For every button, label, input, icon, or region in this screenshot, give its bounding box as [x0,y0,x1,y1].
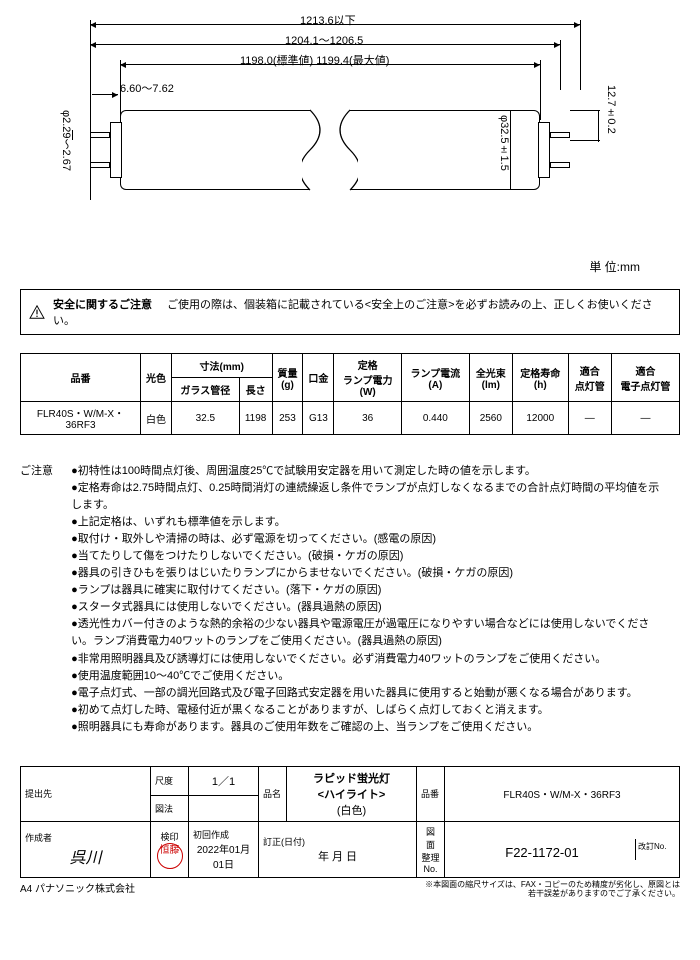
footer-left: A4 パナソニック株式会社 [20,880,135,899]
h-life: 定格寿命(h) [512,354,568,402]
h-model: 品番 [21,354,141,402]
note-item: 器具の引きひもを張りはじいたりランプにからませないでください。(破損・ケガの原因… [71,565,661,582]
dim-4: 6.60～7.62 [120,80,174,96]
footer: A4 パナソニック株式会社 ※本図面の縮尺サイズは、FAX・コピーのため精度が劣… [20,880,680,899]
name-v3: (白色) [337,805,366,817]
note-item: 定格寿命は2.75時間点灯、0.25時間消灯の連続繰返し条件でランプが点灯しなく… [71,480,661,514]
c-base: G13 [303,402,334,435]
dwg-l: 図 面 整理No. [417,821,445,877]
h-dim: 寸法(mm) [171,354,272,378]
c-life: 12000 [512,402,568,435]
model-l: 品番 [417,766,445,821]
method-l: 図法 [151,796,189,822]
dim-2: 1204.1～1206.5 [285,32,363,48]
note-item: 当てたりして傷をつけたりしないでください。(破損・ケガの原因) [71,548,661,565]
spec-table: 品番 光色 寸法(mm) 質量(g) 口金 定格ランプ電力(W) ランプ電流(A… [20,353,680,435]
c-len: 1198 [239,402,272,435]
h-base: 口金 [303,354,334,402]
dim-right: 12.7±0.2 [605,85,617,134]
footer-r2: 若干誤差がありますのでご了承ください。 [425,889,680,899]
h-cur: ランプ電流(A) [402,354,470,402]
table-row: FLR40S・W/M-X・36RF3 白色 32.5 1198 253 G13 … [21,402,680,435]
h-dia: ガラス管径 [171,378,239,402]
c-flux: 2560 [469,402,512,435]
h-estarter: 適合電子点灯管 [611,354,679,402]
revno-l: 改訂No. [635,839,675,860]
note-item: 照明器具にも寿命があります。器具のご使用年数をご確認の上、当ランプをご使用くださ… [71,719,661,736]
submit-to: 提出先 [25,787,146,800]
seal-stamp: 恒藤 [157,843,183,869]
author-l: 作成者 [25,831,146,844]
technical-diagram: 1213.6以下 1204.1～1206.5 1198.0(標準値) 1199.… [20,10,680,250]
note-item: 透光性カバー付きのような熱的余裕の少ない器具や電源電圧が過電圧になりやすい場合な… [71,616,661,650]
name-v2: <ハイライト> [318,789,386,801]
c-estarter: — [611,402,679,435]
created-l: 初回作成 [193,828,254,841]
c-color: 白色 [141,402,172,435]
note-item: 取付け・取外しや清掃の時は、必ず電源を切ってください。(感電の原因) [71,531,661,548]
safety-title: 安全に関するご注意 [53,299,152,311]
c-pwr: 36 [334,402,402,435]
dwg-v: F22-1172-01 [449,839,635,860]
title-block: 提出先 尺度 1／1 品名 ラピッド蛍光灯 <ハイライト> (白色) 品番 FL… [20,766,680,878]
name-l: 品名 [259,766,287,821]
name-v1: ラピッド蛍光灯 [313,773,390,785]
warning-icon [29,305,45,319]
unit-label: 単 位:mm [20,258,640,275]
note-item: ランプは器具に確実に取付けてください。(落下・ケガの原因) [71,582,661,599]
c-starter: — [568,402,611,435]
notes-section: ご注意 初特性は100時間点灯後、周囲温度25℃で試験用安定器を用いて測定した時… [20,463,680,736]
note-item: 初特性は100時間点灯後、周囲温度25℃で試験用安定器を用いて測定した時の値を示… [71,463,661,480]
c-model: FLR40S・W/M-X・36RF3 [21,402,141,435]
c-dia: 32.5 [171,402,239,435]
model-v: FLR40S・W/M-X・36RF3 [445,766,680,821]
c-mass: 253 [272,402,303,435]
note-item: スタータ式器具には使用しないでください。(器具過熱の原因) [71,599,661,616]
h-flux: 全光束(lm) [469,354,512,402]
rev-l: 訂正(日付) [263,835,412,848]
dim-overall: 1213.6以下 [300,12,356,28]
c-cur: 0.440 [402,402,470,435]
footer-r1: ※本図面の縮尺サイズは、FAX・コピーのため精度が劣化し、原図とは [425,880,680,890]
note-item: 非常用照明器具及び誘導灯には使用しないでください。必ず消費電力40ワットのランプ… [71,651,661,668]
h-mass: 質量(g) [272,354,303,402]
note-item: 電子点灯式、一部の調光回路式及び電子回路式安定器を用いた器具に使用すると始動が悪… [71,685,661,702]
created-v: 2022年01月01日 [193,841,254,871]
h-pwr: 定格ランプ電力(W) [334,354,402,402]
notes-label: ご注意 [20,463,68,480]
dim-left: φ2.29～2.67 [58,110,74,171]
note-item: 上記定格は、いずれも標準値を示します。 [71,514,661,531]
h-len: 長さ [239,378,272,402]
safety-notice: 安全に関するご注意 ご使用の際は、個装箱に記載されている<安全上のご注意>を必ず… [20,289,680,335]
note-item: 使用温度範囲10～40℃でご使用ください。 [71,668,661,685]
rev-v: 年 月 日 [263,848,412,864]
dim-diameter: φ32.5±1.5 [498,115,510,171]
h-starter: 適合点灯管 [568,354,611,402]
dim-3: 1198.0(標準値) 1199.4(最大値) [240,52,389,68]
scale-l: 尺度 [151,766,189,795]
note-item: 初めて点灯した時、電極付近が黒くなることがありますが、しばらく点灯しておくと消え… [71,702,661,719]
h-color: 光色 [141,354,172,402]
author-v: 呉川 [25,844,146,868]
seal-l: 検印 [155,830,184,843]
scale-v: 1／1 [189,766,259,795]
